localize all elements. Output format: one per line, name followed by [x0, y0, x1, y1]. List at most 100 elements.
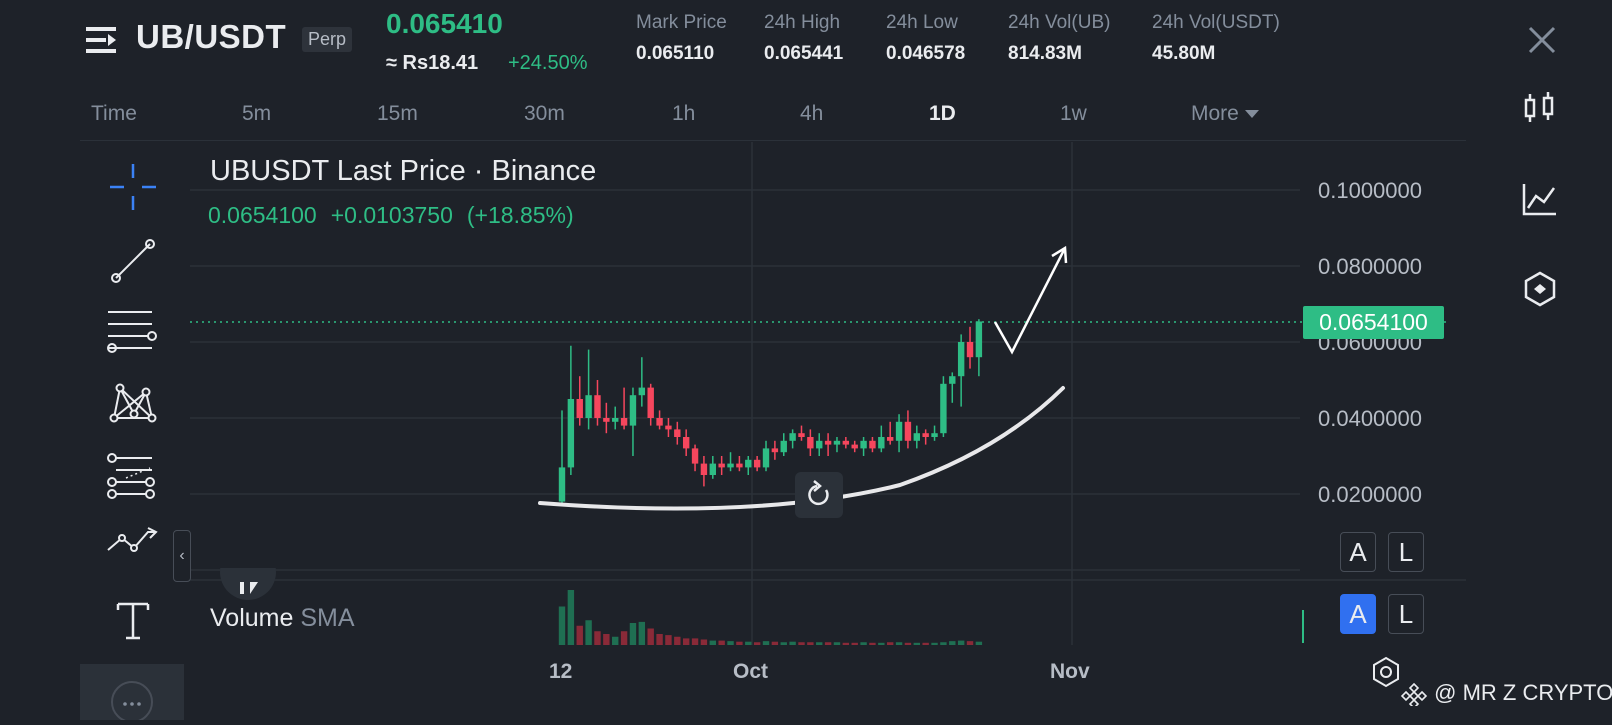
candle-body: [594, 395, 601, 418]
candle-body: [886, 437, 894, 441]
arrow-head: [1051, 245, 1068, 264]
volume-bar: [789, 641, 796, 645]
candle-body: [753, 459, 761, 468]
tf-5m[interactable]: 5m: [242, 102, 272, 125]
candle: [558, 410, 566, 504]
candle-body: [966, 342, 974, 358]
stat-label: 24h Vol(USDT): [1152, 12, 1280, 33]
candle-body: [682, 437, 690, 449]
candle: [975, 319, 983, 377]
stat-label: 24h Low: [886, 12, 958, 33]
volume-bar: [851, 642, 858, 645]
candle-body: [851, 444, 858, 449]
menu-icon[interactable]: [86, 24, 118, 56]
volume-bar: [700, 639, 708, 645]
candle: [860, 437, 867, 456]
volume-bar: [833, 642, 841, 645]
indicators-icon[interactable]: [1520, 180, 1560, 220]
stat-label: 24h High: [764, 12, 841, 33]
tf-more[interactable]: More: [1191, 102, 1259, 126]
stat-label: 24h Vol(UB): [1008, 12, 1111, 33]
candle: [727, 452, 734, 472]
more-dots-icon: [111, 681, 153, 723]
trend-line-icon[interactable]: [106, 234, 160, 288]
forecast-icon[interactable]: [104, 522, 158, 576]
text-tool-icon[interactable]: [106, 594, 160, 648]
candle: [904, 410, 912, 449]
candle: [691, 444, 699, 472]
volume-bar: [629, 623, 637, 645]
symbol-title[interactable]: UB/USDT: [136, 18, 287, 55]
volume-bar: [869, 642, 876, 645]
toolbar-more-area[interactable]: [80, 664, 184, 723]
tf-4h[interactable]: 4h: [800, 102, 824, 125]
y-tick-label: 0.1000000: [1318, 178, 1422, 203]
volume-indicator-label[interactable]: Volume SMA: [210, 604, 355, 633]
candle-body: [576, 399, 583, 418]
candle-body: [931, 433, 938, 437]
tf-1w[interactable]: 1w: [1060, 102, 1087, 125]
candle-body: [665, 425, 672, 430]
tf-30m[interactable]: 30m: [524, 102, 565, 125]
candle: [567, 345, 575, 475]
tf-time[interactable]: Time: [91, 102, 137, 125]
candle: [656, 410, 663, 430]
log-scale-button[interactable]: L: [1388, 532, 1424, 572]
candle-body: [833, 440, 841, 445]
volume-bar: [771, 641, 779, 645]
prediction-icon[interactable]: [106, 452, 160, 506]
settings-icon[interactable]: [1520, 270, 1560, 310]
volume-bar: [816, 642, 823, 645]
volume-bar: [895, 642, 903, 645]
volume-auto-scale-button[interactable]: A: [1340, 594, 1376, 634]
reset-icon: [808, 480, 829, 506]
fib-retracement-icon[interactable]: [106, 306, 160, 360]
candle: [736, 456, 743, 472]
pattern-icon[interactable]: [106, 378, 160, 432]
ohlc-readout: 0.0654100 +0.0103750 (+18.85%): [208, 202, 588, 229]
volume-bar: [860, 642, 867, 645]
volume-bar: [966, 641, 974, 645]
collapse-toolbar-button[interactable]: ‹: [173, 530, 191, 582]
volume-label: Volume: [210, 604, 294, 632]
candle-body: [895, 421, 903, 441]
candle-body: [913, 433, 920, 441]
candle: [949, 372, 956, 403]
candle: [629, 387, 637, 456]
candle-body: [567, 399, 575, 468]
rounded-bottom-drawing: [538, 386, 1065, 511]
volume-bar: [727, 641, 734, 645]
crosshair-icon[interactable]: [106, 160, 160, 214]
candle: [913, 425, 920, 449]
stat-value: 0.065441: [764, 43, 844, 64]
candle: [878, 425, 885, 453]
candlestick-icon[interactable]: [1520, 90, 1560, 130]
candle-body: [940, 383, 947, 434]
candle-body: [807, 437, 814, 449]
candle: [966, 326, 974, 369]
x-tick-label: Oct: [733, 660, 769, 683]
volume-bar: [842, 642, 850, 645]
candle: [957, 334, 965, 407]
close-icon[interactable]: [1526, 24, 1558, 56]
tf-1h[interactable]: 1h: [672, 102, 696, 125]
stat-24h-vol-ub: 24h Vol(UB) 814.83M: [1008, 12, 1110, 65]
volume-bar: [718, 640, 725, 645]
reset-chart-button[interactable]: [795, 472, 843, 518]
stat-value: 814.83M: [1008, 43, 1082, 64]
auto-scale-button[interactable]: A: [1340, 532, 1376, 572]
divider: [80, 140, 1466, 141]
volume-log-scale-button[interactable]: L: [1388, 594, 1424, 634]
candle-body: [904, 421, 912, 441]
candle: [647, 383, 654, 426]
sma-label: SMA: [300, 604, 355, 632]
tf-15m[interactable]: 15m: [377, 102, 418, 125]
candle: [798, 425, 805, 441]
volume-bar: [656, 634, 663, 645]
chart-settings-icon[interactable]: [1370, 656, 1402, 688]
tf-1d[interactable]: 1D: [929, 102, 956, 125]
candle-body: [647, 387, 654, 418]
candle-body: [789, 433, 796, 441]
stat-24h-low: 24h Low 0.046578: [886, 12, 965, 65]
